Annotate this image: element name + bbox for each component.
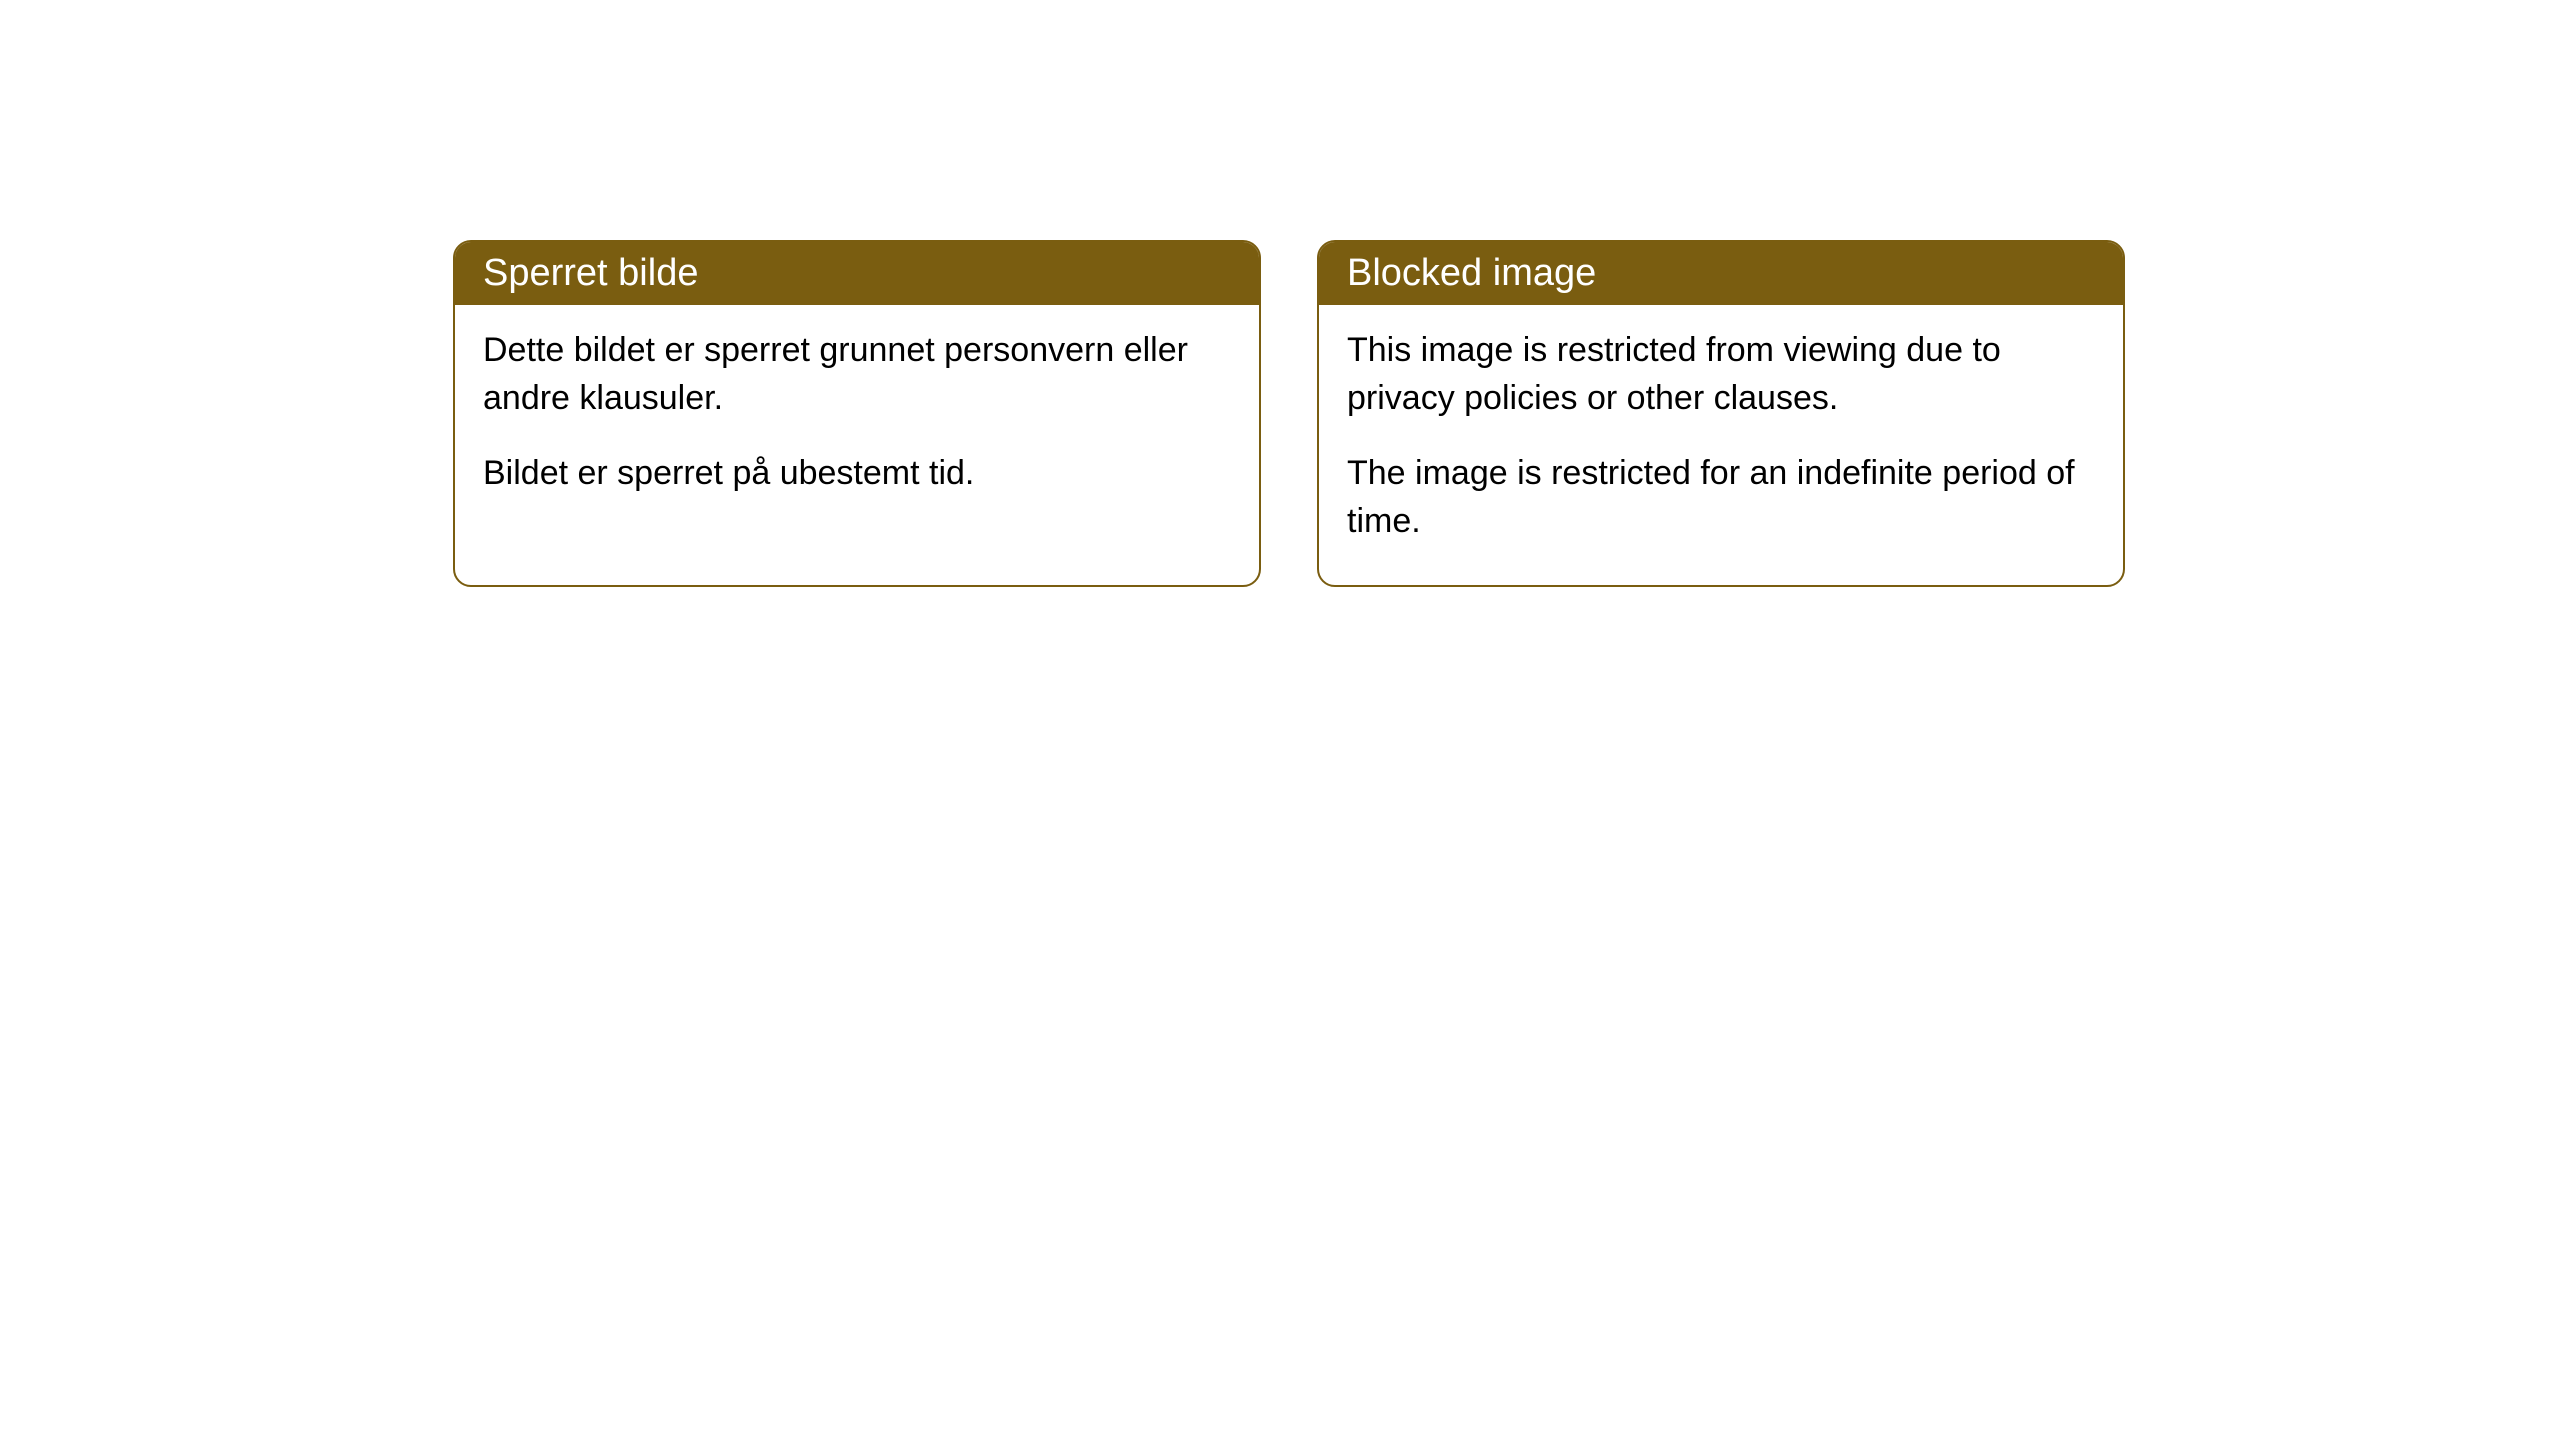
notice-cards-container: Sperret bilde Dette bildet er sperret gr… xyxy=(453,240,2125,587)
card-title: Blocked image xyxy=(1347,252,1596,294)
card-body-english: This image is restricted from viewing du… xyxy=(1319,305,2123,585)
card-paragraph: Bildet er sperret på ubestemt tid. xyxy=(483,450,1231,498)
notice-card-english: Blocked image This image is restricted f… xyxy=(1317,240,2125,587)
card-paragraph: The image is restricted for an indefinit… xyxy=(1347,450,2095,545)
card-header-norwegian: Sperret bilde xyxy=(455,242,1259,305)
card-paragraph: Dette bildet er sperret grunnet personve… xyxy=(483,327,1231,422)
notice-card-norwegian: Sperret bilde Dette bildet er sperret gr… xyxy=(453,240,1261,587)
card-title: Sperret bilde xyxy=(483,252,698,294)
card-paragraph: This image is restricted from viewing du… xyxy=(1347,327,2095,422)
card-header-english: Blocked image xyxy=(1319,242,2123,305)
card-body-norwegian: Dette bildet er sperret grunnet personve… xyxy=(455,305,1259,538)
